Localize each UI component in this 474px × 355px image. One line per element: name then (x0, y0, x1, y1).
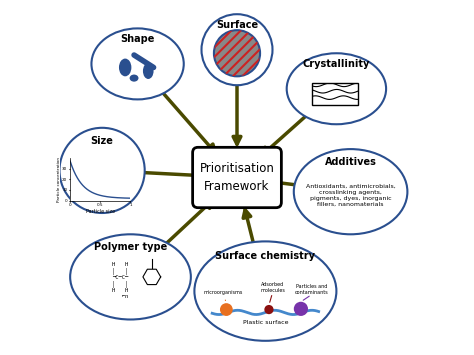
Ellipse shape (119, 59, 131, 76)
Text: Shape: Shape (120, 34, 155, 44)
FancyBboxPatch shape (192, 147, 282, 208)
Circle shape (294, 302, 308, 316)
Ellipse shape (70, 234, 191, 320)
Text: Polymer type: Polymer type (94, 242, 167, 252)
Text: Antioxidants, antimicrobials,
crosslinking agents,
pigments, dyes, inorganic
fil: Antioxidants, antimicrobials, crosslinki… (306, 184, 395, 207)
Text: Adsorbed
molecules: Adsorbed molecules (260, 282, 285, 293)
Text: Particles and
contaminants: Particles and contaminants (295, 284, 328, 295)
Ellipse shape (294, 149, 407, 234)
Circle shape (220, 303, 233, 316)
Ellipse shape (143, 63, 154, 79)
Circle shape (214, 30, 260, 76)
Ellipse shape (60, 128, 145, 213)
Ellipse shape (201, 14, 273, 85)
Ellipse shape (129, 75, 138, 82)
Text: Size: Size (91, 136, 114, 146)
Ellipse shape (194, 241, 337, 341)
Text: H   H
│   │
─C─C─
│   │
H   H
   ⌐n: H H │ │ ─C─C─ │ │ H H ⌐n (112, 262, 128, 299)
Text: Crystallinity: Crystallinity (303, 59, 370, 69)
Circle shape (264, 305, 273, 314)
FancyBboxPatch shape (311, 83, 358, 105)
Text: Plastic surface: Plastic surface (243, 320, 288, 324)
Text: Additives: Additives (325, 157, 376, 167)
Ellipse shape (287, 53, 386, 124)
Ellipse shape (91, 28, 184, 99)
Text: Prioritisation
Framework: Prioritisation Framework (200, 163, 274, 192)
Text: Surface chemistry: Surface chemistry (215, 251, 315, 261)
Text: microorganisms: microorganisms (203, 290, 243, 301)
Text: Surface: Surface (216, 20, 258, 30)
